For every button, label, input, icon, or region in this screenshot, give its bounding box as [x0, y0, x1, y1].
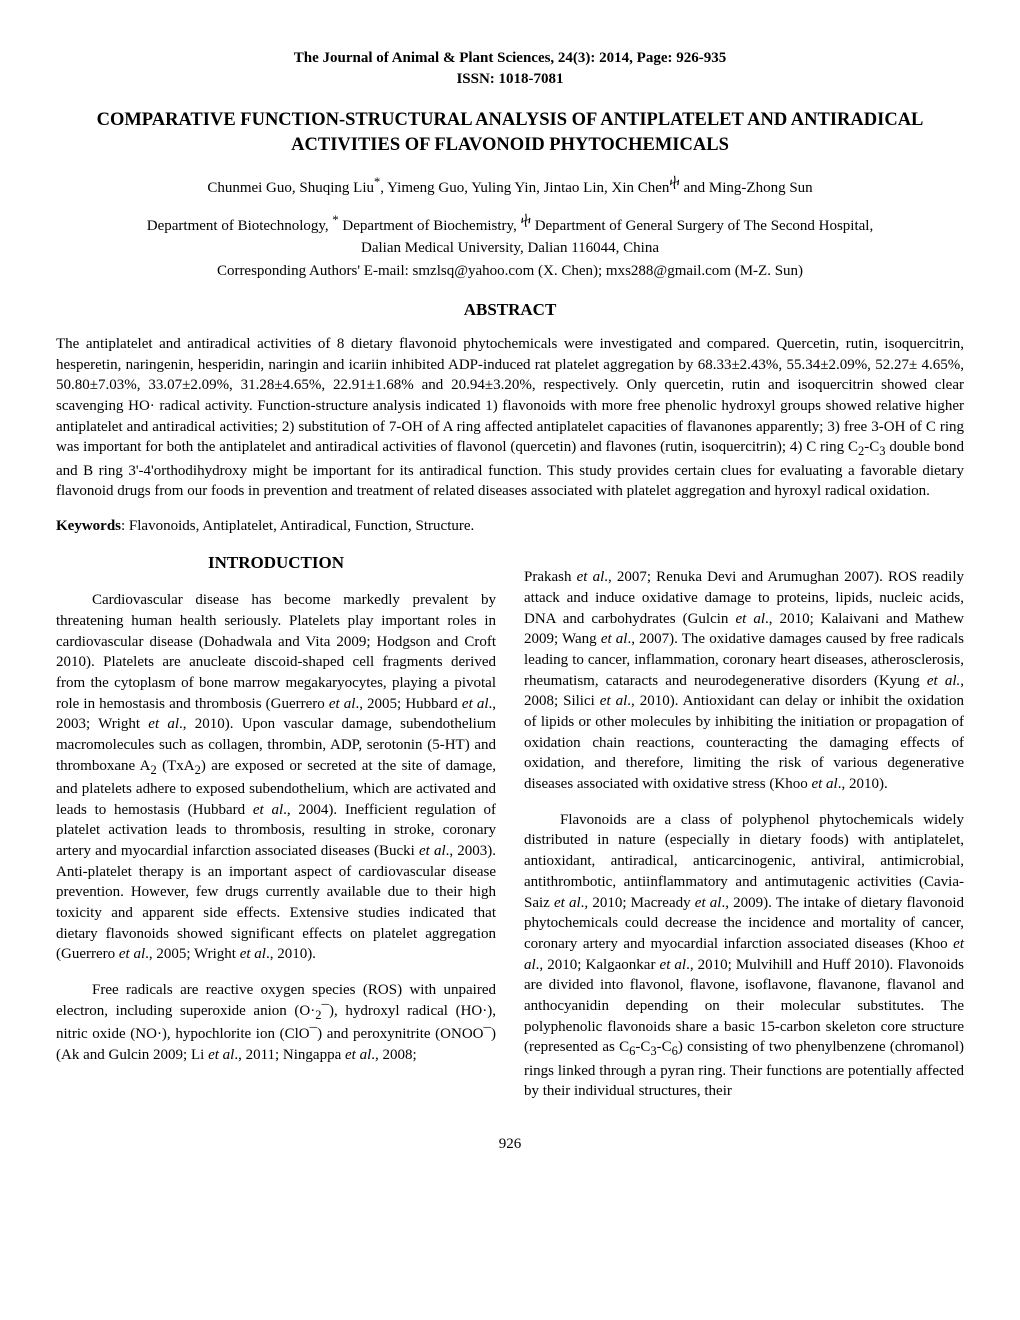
abstract-body: The antiplatelet and antiradical activit… — [56, 334, 964, 502]
abstract-heading: ABSTRACT — [56, 299, 964, 322]
keywords-text: : Flavonoids, Antiplatelet, Antiradical,… — [121, 518, 474, 534]
right-column: Prakash et al., 2007; Renuka Devi and Ar… — [524, 552, 964, 1102]
introduction-heading: INTRODUCTION — [56, 552, 496, 575]
affiliation-line-1: Department of Biotechnology, * Departmen… — [56, 212, 964, 236]
left-paragraph-2: Free radicals are reactive oxygen specie… — [56, 980, 496, 1065]
affiliation-line-2: Dalian Medical University, Dalian 116044… — [56, 238, 964, 258]
left-column: INTRODUCTION Cardiovascular disease has … — [56, 552, 496, 1102]
journal-line-1: The Journal of Animal & Plant Sciences, … — [56, 48, 964, 69]
right-paragraph-1: Prakash et al., 2007; Renuka Devi and Ar… — [524, 567, 964, 795]
keywords-label: Keywords — [56, 518, 121, 534]
page-number: 926 — [56, 1134, 964, 1154]
left-paragraph-1: Cardiovascular disease has become marked… — [56, 590, 496, 965]
authors: Chunmei Guo, Shuqing Liu*, Yimeng Guo, Y… — [56, 174, 964, 198]
right-paragraph-2: Flavonoids are a class of polyphenol phy… — [524, 810, 964, 1102]
corresponding-authors: Corresponding Authors' E-mail: smzlsq@ya… — [56, 261, 964, 281]
journal-header: The Journal of Animal & Plant Sciences, … — [56, 48, 964, 90]
paper-title: COMPARATIVE FUNCTION-STRUCTURAL ANALYSIS… — [56, 108, 964, 158]
journal-line-2: ISSN: 1018-7081 — [56, 69, 964, 90]
two-column-body: INTRODUCTION Cardiovascular disease has … — [56, 552, 964, 1102]
keywords: Keywords: Flavonoids, Antiplatelet, Anti… — [56, 516, 964, 536]
